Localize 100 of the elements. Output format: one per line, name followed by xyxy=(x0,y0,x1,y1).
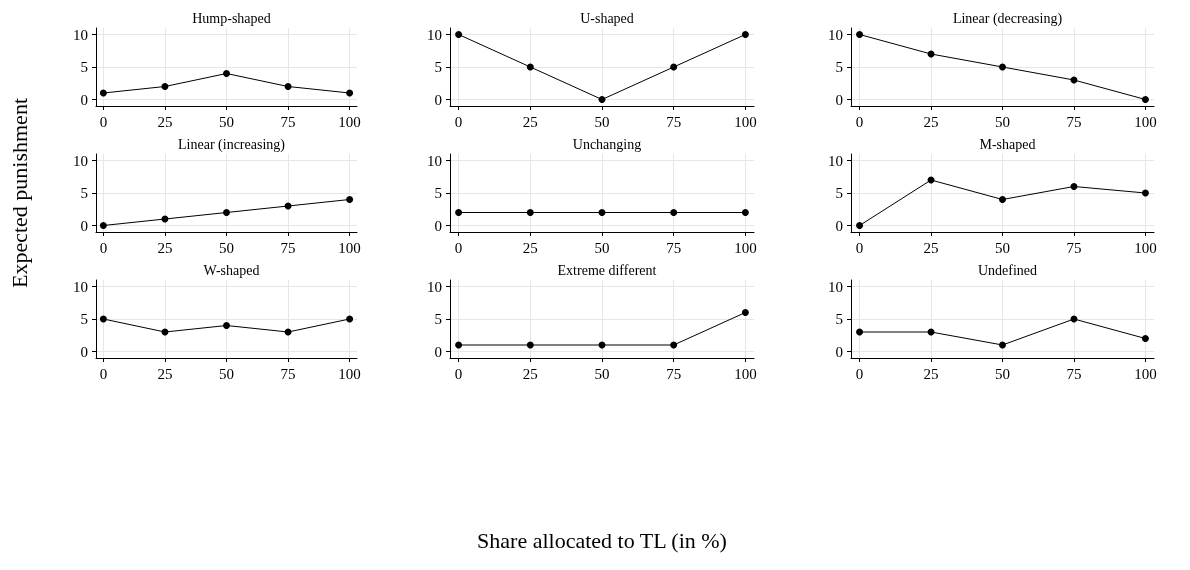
point xyxy=(99,315,107,323)
x-tick-label: 100 xyxy=(1134,113,1157,130)
point xyxy=(999,63,1006,71)
point xyxy=(1070,183,1078,190)
y-tick-label: 0 xyxy=(434,91,442,108)
y-tick-label: 5 xyxy=(80,185,88,201)
y-tick-label: 10 xyxy=(73,26,88,43)
x-tick-label: 100 xyxy=(1134,239,1157,256)
chart-title: Linear (decreasing) xyxy=(952,10,1063,27)
x-tick-label: 25 xyxy=(923,365,939,382)
x-tick-label: 75 xyxy=(280,239,296,256)
x-tick-label: 25 xyxy=(157,365,173,382)
x-tick-label: 25 xyxy=(522,113,538,130)
chart-title: Hump-shaped xyxy=(192,10,271,26)
x-tick-label: 0 xyxy=(454,113,463,130)
x-tick-label: 50 xyxy=(219,113,234,130)
point xyxy=(999,341,1006,349)
y-tick-label: 0 xyxy=(434,217,442,234)
point xyxy=(999,196,1006,203)
point xyxy=(1141,96,1149,103)
x-tick-label: 50 xyxy=(995,239,1010,256)
point xyxy=(223,322,230,329)
y-tick-label: 0 xyxy=(80,343,88,360)
y-tick-label: 5 xyxy=(835,311,843,327)
x-tick-label: 75 xyxy=(666,239,682,256)
chart-title: Extreme different xyxy=(557,262,657,278)
point xyxy=(99,222,107,229)
x-tick-label: 50 xyxy=(995,365,1010,382)
x-tick-label: 50 xyxy=(219,239,234,256)
x-tick-label: 75 xyxy=(280,365,296,382)
x-tick-label: 25 xyxy=(157,239,173,256)
x-tick-label: 0 xyxy=(855,113,864,130)
x-tick-label: 75 xyxy=(1066,239,1082,256)
point xyxy=(670,63,678,71)
x-tick-label: 100 xyxy=(338,239,361,256)
y-tick-label: 5 xyxy=(434,59,442,75)
y-tick-label: 5 xyxy=(80,311,88,327)
chart-title: Unchanging xyxy=(572,136,642,152)
point xyxy=(346,196,354,203)
x-tick-label: 25 xyxy=(522,365,538,382)
y-tick-label: 10 xyxy=(427,278,442,295)
x-tick-label: 50 xyxy=(219,365,234,382)
point xyxy=(1141,335,1149,342)
point xyxy=(856,31,864,38)
point xyxy=(223,209,230,216)
x-tick-label: 50 xyxy=(594,113,610,130)
point xyxy=(526,63,534,71)
y-tick-label: 5 xyxy=(835,59,843,75)
x-tick-label: 50 xyxy=(594,239,610,256)
x-tick-label: 100 xyxy=(734,365,757,382)
x-axis-title: Share allocated to TL (in %) xyxy=(476,527,728,555)
point xyxy=(284,83,292,90)
point xyxy=(346,89,354,97)
x-tick-label: 50 xyxy=(995,113,1010,130)
point xyxy=(161,83,169,90)
chart-title: M-shaped xyxy=(979,136,1036,152)
y-tick-label: 0 xyxy=(835,217,843,234)
x-tick-label: 0 xyxy=(855,365,864,382)
x-tick-label: 100 xyxy=(338,113,361,130)
y-tick-label: 10 xyxy=(73,152,88,169)
chart-title: U-shaped xyxy=(580,10,634,26)
y-tick-label: 10 xyxy=(828,26,843,43)
x-tick-label: 50 xyxy=(594,365,610,382)
x-tick-label: 25 xyxy=(157,113,173,130)
y-tick-label: 5 xyxy=(835,185,843,201)
x-tick-label: 75 xyxy=(666,113,682,130)
y-tick-label: 10 xyxy=(73,278,88,295)
x-tick-label: 0 xyxy=(855,239,864,256)
chart-title: W-shaped xyxy=(203,262,260,278)
y-tick-label: 10 xyxy=(427,152,442,169)
point xyxy=(455,31,463,38)
x-tick-label: 75 xyxy=(1066,113,1082,130)
x-tick-label: 25 xyxy=(923,239,939,256)
x-tick-label: 100 xyxy=(338,365,361,382)
point xyxy=(741,31,749,38)
point xyxy=(346,315,354,323)
x-tick-label: 25 xyxy=(923,113,939,130)
y-tick-label: 5 xyxy=(434,311,442,327)
y-tick-label: 0 xyxy=(835,91,843,108)
chart-title: Undefined xyxy=(977,262,1038,278)
y-tick-label: 0 xyxy=(835,343,843,360)
x-tick-label: 0 xyxy=(454,365,463,382)
x-tick-label: 75 xyxy=(280,113,296,130)
x-tick-label: 75 xyxy=(666,365,682,382)
x-tick-label: 100 xyxy=(734,113,757,130)
y-tick-label: 0 xyxy=(80,217,88,234)
point xyxy=(1141,189,1149,197)
y-axis-title: Expected punishment xyxy=(6,97,33,290)
x-tick-label: 0 xyxy=(99,239,108,256)
y-tick-label: 10 xyxy=(828,278,843,295)
point xyxy=(856,222,864,229)
x-tick-label: 0 xyxy=(99,365,108,382)
y-tick-label: 5 xyxy=(434,185,442,201)
x-tick-label: 100 xyxy=(1134,365,1157,382)
x-tick-label: 100 xyxy=(734,239,757,256)
y-tick-label: 0 xyxy=(80,91,88,108)
x-tick-label: 75 xyxy=(1066,365,1082,382)
y-tick-label: 0 xyxy=(434,343,442,360)
point xyxy=(223,70,230,77)
point xyxy=(99,89,107,97)
